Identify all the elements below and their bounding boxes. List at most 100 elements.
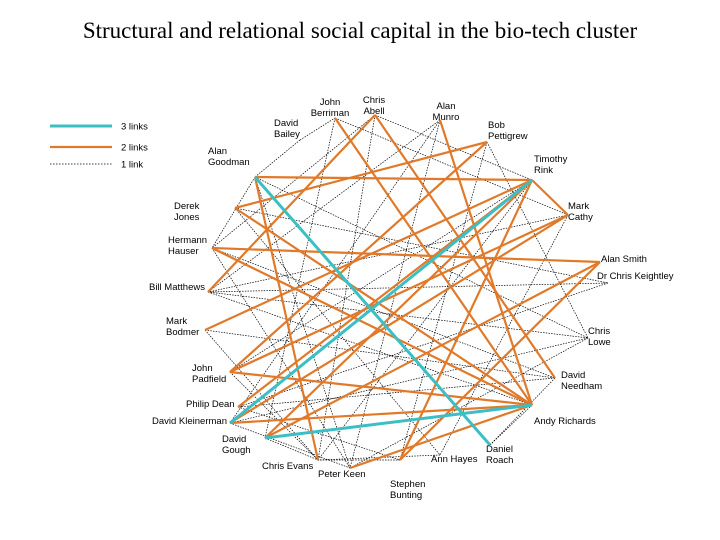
node-label-line: Peter Keen [318, 469, 366, 480]
link-andy-richards-derek-jones [234, 207, 533, 406]
node-label-line: Bob [488, 120, 505, 131]
links [204, 114, 609, 470]
link-mark-bodmer-timothy-rink [204, 179, 533, 331]
node-label-line: David [274, 118, 298, 129]
node-label-line: Hauser [168, 246, 199, 257]
legend-label: 2 links [121, 143, 148, 154]
node-label-line: Ann Hayes [431, 454, 478, 465]
node-label-line: Alan Smith [601, 254, 647, 265]
node-label-line: Chris Evans [262, 461, 313, 472]
node-label-line: Stephen [390, 479, 425, 490]
node-label-line: Dr Chris Keightley [597, 271, 674, 282]
legend: 3 links 2 links 1 link [50, 122, 148, 171]
link-david-gough-andy-richards [264, 403, 533, 440]
link-alan-goodman-chris-lowe [254, 176, 589, 339]
node-bill-matthews: Bill Matthews [149, 282, 205, 293]
node-chris-evans: Chris Evans [262, 461, 313, 472]
node-peter-keen: Peter Keen [318, 469, 366, 480]
link-alan-goodman-hermann-hauser [211, 176, 256, 249]
node-label-line: Bunting [390, 490, 422, 501]
link-alan-goodman-chris-evans [253, 176, 320, 461]
link-alan-munro-bill-matthews [207, 119, 441, 293]
node-dr-chris-keightley: Dr Chris Keightley [597, 271, 674, 282]
diagram-title: Structural and relational social capital… [82, 18, 638, 43]
link-mark-bodmer-chris-evans [204, 329, 319, 461]
node-label-line: Mark [166, 316, 187, 327]
node-timothy-rink: Timothy Rink [534, 154, 568, 176]
node-mark-bodmer: Mark Bodmer [166, 316, 199, 338]
link-david-needham-daniel-roach [489, 377, 556, 446]
link-david-bailey-alan-goodman [254, 139, 301, 178]
node-hermann-hauser: Hermann Hauser [168, 235, 207, 257]
link-mark-cathy-ann-hayes [439, 214, 569, 456]
node-philip-dean: Philip Dean [186, 399, 235, 410]
node-label-line: Padfield [192, 374, 226, 385]
link-alan-goodman-timothy-rink [254, 175, 533, 182]
legend-label: 1 link [121, 160, 143, 171]
link-chris-lowe-peter-keen [349, 337, 589, 469]
link-dr-chris-keightley-philip-dean [237, 282, 609, 408]
node-chris-lowe: Chris Lowe [588, 326, 611, 348]
node-label-line: Alan [436, 101, 455, 112]
link-alan-goodman-daniel-roach [253, 176, 492, 446]
node-ann-hayes: Ann Hayes [431, 454, 478, 465]
link-mark-bodmer-david-needham [204, 329, 556, 379]
node-david-bailey: David Bailey [274, 118, 300, 140]
link-chris-abell-timothy-rink [374, 114, 533, 181]
link-philip-dean-stephen-bunting [237, 406, 401, 461]
node-label-line: Philip Dean [186, 399, 235, 410]
node-label-line: Rink [534, 165, 553, 176]
link-alan-smith-stephen-bunting [399, 261, 601, 461]
link-chris-abell-bill-matthews [207, 114, 376, 293]
node-alan-munro: Alan Munro [433, 101, 460, 123]
link-bob-pettigrew-derek-jones [234, 140, 488, 210]
node-label-line: John [320, 97, 341, 108]
link-david-gough-chris-evans [264, 437, 319, 461]
link-bill-matthews-andy-richards [207, 291, 533, 406]
link-chris-abell-david-needham [374, 114, 556, 379]
node-derek-jones: Derek Jones [174, 201, 200, 223]
link-timothy-rink-david-gough [264, 179, 533, 439]
node-label-line: Mark [568, 201, 589, 212]
link-andy-richards-alan-munro [438, 119, 534, 406]
node-label-line: John [192, 363, 213, 374]
node-mark-cathy: Mark Cathy [568, 201, 593, 223]
node-label-line: Andy Richards [534, 416, 596, 427]
link-david-needham-philip-dean [237, 377, 556, 408]
node-label-line: Derek [174, 201, 200, 212]
node-label-line: Berriman [311, 108, 350, 119]
link-hermann-hauser-andy-richards [211, 247, 533, 406]
node-label-line: Chris [363, 95, 385, 106]
node-label-line: Bodmer [166, 327, 199, 338]
node-label-line: Gough [222, 445, 251, 456]
link-bill-matthews-chris-lowe [207, 291, 589, 339]
node-label-line: Bill Matthews [149, 282, 205, 293]
node-david-kleinerman: David Kleinerman [152, 416, 227, 427]
node-alan-smith: Alan Smith [601, 254, 647, 265]
link-timothy-rink-chris-evans [317, 179, 533, 461]
node-label-line: Roach [486, 455, 513, 466]
link-mark-cathy-john-padfield [229, 214, 569, 373]
legend-label: 3 links [121, 122, 148, 133]
node-label-line: Jones [174, 212, 200, 223]
link-alan-smith-david-gough [264, 261, 601, 439]
node-label-line: Pettigrew [488, 131, 528, 142]
link-alan-goodman-peter-keen [254, 176, 351, 469]
link-bob-pettigrew-stephen-bunting [399, 141, 488, 461]
link-john-padfield-andy-richards [229, 370, 533, 407]
link-bob-pettigrew-chris-lowe [486, 141, 589, 339]
node-label-line: David Kleinerman [152, 416, 227, 427]
node-stephen-bunting: Stephen Bunting [390, 479, 425, 501]
link-timothy-rink-david-kleinerman [229, 178, 533, 425]
link-daniel-roach-andy-richards [489, 404, 533, 446]
node-alan-goodman: Alan Goodman [208, 146, 250, 168]
link-david-kleinerman-andy-richards [229, 403, 533, 425]
node-chris-abell: Chris Abell [363, 95, 385, 117]
node-daniel-roach: Daniel Roach [486, 444, 513, 466]
link-dr-chris-keightley-bill-matthews [207, 282, 609, 293]
link-timothy-rink-stephen-bunting [399, 179, 533, 461]
link-chris-lowe-david-kleinerman [229, 337, 589, 424]
node-label-line: Daniel [486, 444, 513, 455]
